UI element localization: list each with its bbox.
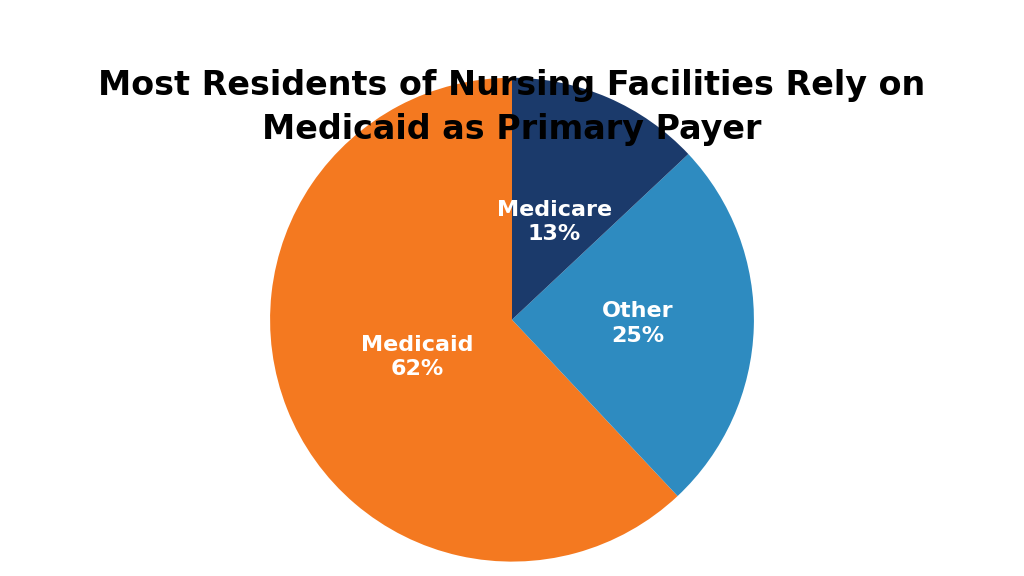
Wedge shape — [270, 78, 678, 562]
Text: Medicaid
62%: Medicaid 62% — [361, 335, 474, 380]
Wedge shape — [512, 154, 754, 496]
Wedge shape — [512, 78, 688, 320]
Text: Other
25%: Other 25% — [602, 301, 674, 346]
Text: Most Residents of Nursing Facilities Rely on
Medicaid as Primary Payer: Most Residents of Nursing Facilities Rel… — [98, 69, 926, 146]
Text: Medicare
13%: Medicare 13% — [497, 200, 611, 244]
